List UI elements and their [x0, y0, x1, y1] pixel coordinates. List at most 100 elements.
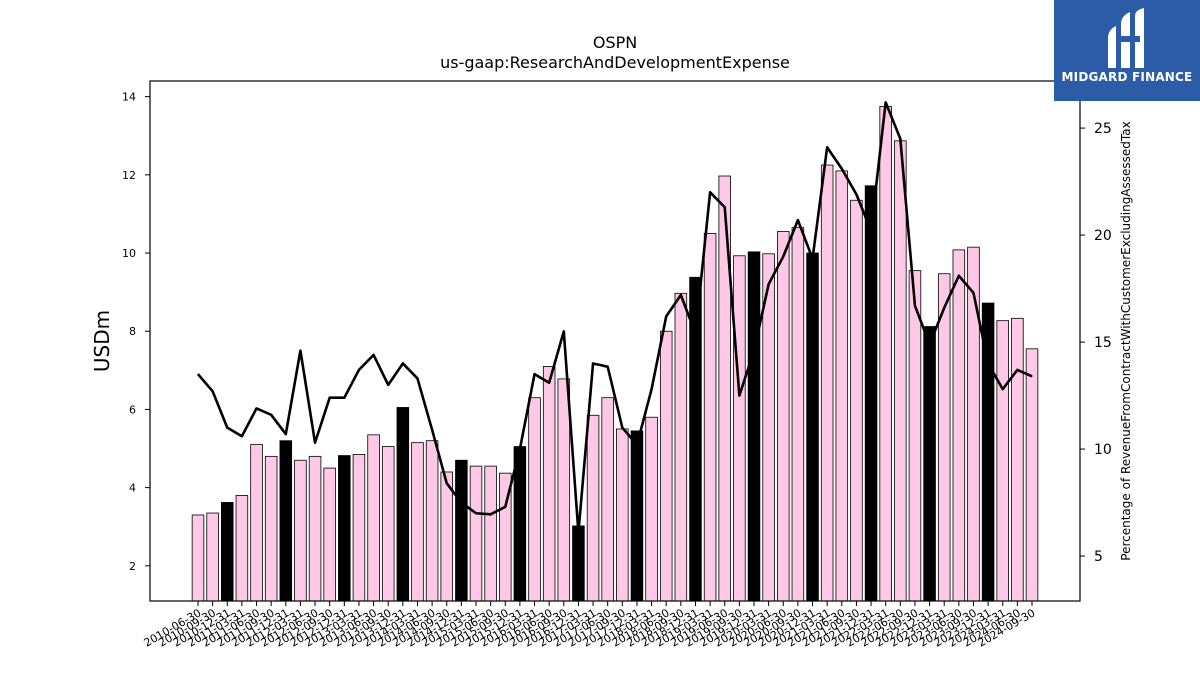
- bar: [425, 440, 439, 602]
- line-point: [826, 146, 828, 148]
- line-point: [446, 482, 448, 484]
- line-point: [724, 206, 726, 208]
- line-point: [387, 384, 389, 386]
- line-point: [782, 255, 784, 257]
- line-point: [343, 397, 345, 399]
- bar: [279, 440, 293, 602]
- line-point: [1016, 369, 1018, 371]
- bar: [674, 292, 688, 602]
- line-point: [651, 388, 653, 390]
- line-point: [665, 315, 667, 317]
- line-point: [475, 512, 477, 514]
- bar: [484, 465, 497, 602]
- line-point: [607, 366, 609, 368]
- bar: [411, 442, 424, 602]
- bar: [923, 326, 936, 602]
- bar: [835, 170, 849, 602]
- line-point: [460, 502, 462, 504]
- bar: [850, 199, 863, 602]
- bar: [294, 459, 307, 602]
- line-point: [563, 330, 565, 332]
- bar: [630, 430, 644, 602]
- line-point: [972, 292, 974, 294]
- line-point: [504, 506, 506, 508]
- y2-tick-label: 15: [1094, 335, 1112, 351]
- line-point: [694, 333, 696, 335]
- bar: [381, 446, 395, 602]
- line-point: [885, 101, 887, 103]
- line-point: [621, 427, 623, 429]
- line-point: [841, 168, 843, 170]
- chart-subtitle: us-gaap:ResearchAndDevelopmentExpense: [440, 53, 790, 72]
- logo-text: MIDGARD FINANCE: [1061, 70, 1193, 84]
- bar: [367, 434, 380, 602]
- line-point: [329, 397, 331, 399]
- line-point: [797, 219, 799, 221]
- bar: [601, 397, 614, 602]
- line-point: [577, 532, 579, 534]
- bar: [806, 252, 819, 602]
- bar: [191, 514, 205, 602]
- bar: [308, 455, 322, 602]
- y2-tick-label: 20: [1094, 228, 1112, 244]
- line-point: [402, 362, 404, 364]
- bar: [455, 459, 468, 602]
- bar: [323, 467, 336, 602]
- line-point: [709, 191, 711, 193]
- line-point: [899, 138, 901, 140]
- bar: [352, 453, 366, 602]
- bar: [557, 378, 571, 602]
- line-point: [212, 390, 214, 392]
- bar: [791, 227, 805, 602]
- bar: [264, 455, 278, 602]
- chart-title: OSPN: [593, 33, 637, 52]
- line-point: [870, 230, 872, 232]
- y-axis-label: USDm: [90, 310, 114, 372]
- bar: [235, 495, 249, 602]
- bar: [469, 465, 483, 602]
- line-point: [738, 395, 740, 397]
- line-point: [431, 429, 433, 431]
- line-point: [636, 444, 638, 446]
- line-point: [256, 407, 258, 409]
- y2-tick-label: 25: [1094, 121, 1112, 137]
- line-point: [358, 369, 360, 371]
- y-tick-label: 4: [129, 482, 136, 495]
- bar: [937, 273, 951, 602]
- y2-tick-label: 10: [1094, 442, 1112, 458]
- line-point: [548, 382, 550, 384]
- bar: [703, 233, 717, 602]
- bar: [967, 246, 980, 602]
- y2-axis-label: Percentage of RevenueFromContractWithCus…: [1119, 121, 1133, 560]
- bar: [777, 231, 790, 602]
- y-tick-label: 12: [122, 169, 136, 182]
- bar: [645, 416, 658, 602]
- line-point: [416, 377, 418, 379]
- bar: [894, 140, 907, 602]
- bar: [338, 455, 351, 602]
- line-point: [226, 427, 228, 429]
- plot-frame: [149, 80, 1081, 602]
- line-point: [373, 354, 375, 356]
- line-point: [958, 275, 960, 277]
- line-series: [197, 101, 1033, 534]
- line-point: [270, 414, 272, 416]
- line-point: [929, 343, 931, 345]
- line-point: [914, 305, 916, 307]
- line-point: [987, 362, 989, 364]
- bar: [221, 502, 234, 602]
- bar: [996, 320, 1009, 602]
- logo-mark-icon: [1108, 8, 1144, 68]
- bar: [820, 164, 834, 602]
- revenue-percentage-line: [197, 101, 1033, 534]
- bar: [733, 255, 746, 602]
- line-point: [943, 307, 945, 309]
- line-point: [490, 513, 492, 515]
- line-point: [812, 258, 814, 260]
- bar: [440, 471, 453, 602]
- bar: [572, 525, 585, 602]
- line-point: [753, 350, 755, 352]
- y-tick-label: 8: [129, 325, 136, 338]
- bar: [586, 414, 600, 602]
